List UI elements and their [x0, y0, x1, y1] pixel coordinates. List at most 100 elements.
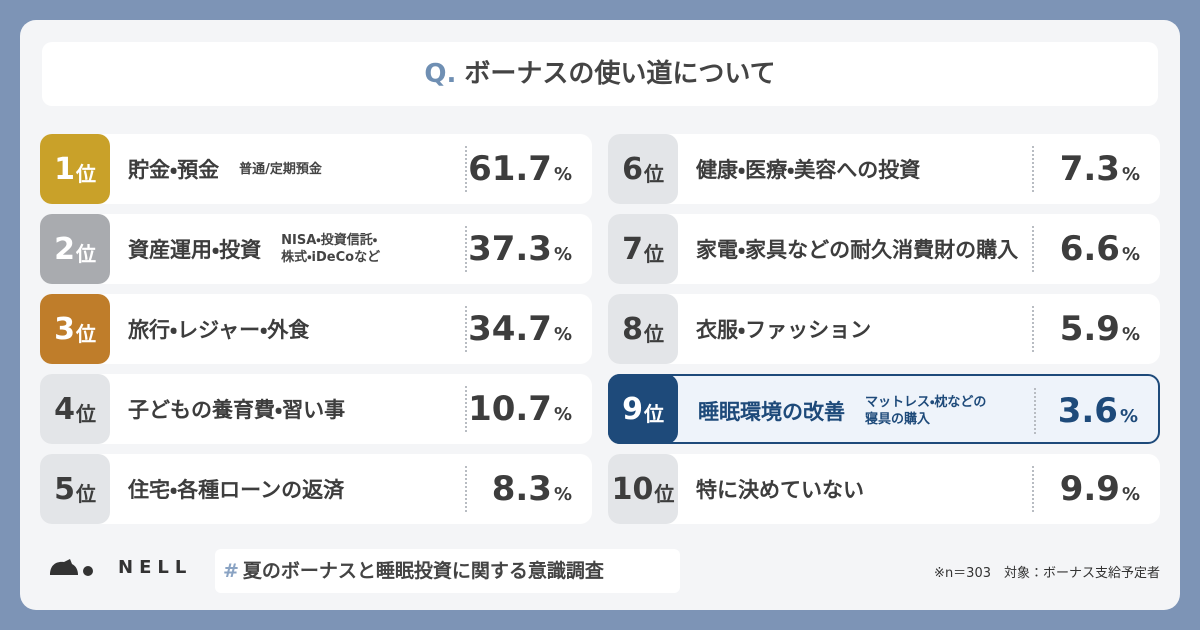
value-unit: % [1121, 163, 1140, 185]
brand: NELL [48, 555, 192, 579]
value-unit: % [553, 403, 572, 425]
value-number: 37.3 [468, 229, 552, 269]
divider [1034, 388, 1036, 434]
item-label: 子どもの養育費・習い事 [128, 374, 345, 444]
note-line: 寝具の購入 [865, 412, 931, 427]
divider [465, 386, 467, 432]
label-text: 家電・家具などの耐久消費財の購入 [696, 238, 1019, 262]
item-label: 健康・医療・美容への投資 [696, 134, 920, 204]
item-value: 6.6% [1060, 214, 1140, 284]
label-text: 貯金・預金 [128, 158, 220, 182]
rank-number: 3 [54, 311, 75, 347]
value-number: 34.7 [468, 309, 552, 349]
label-text: 特に決めていない [696, 478, 864, 502]
divider [465, 466, 467, 512]
label-text: 子どもの養育費・習い事 [128, 398, 346, 422]
item-value: 7.3% [1060, 134, 1140, 204]
divider [465, 226, 467, 272]
note-line: NISA・投資信託・ [281, 233, 378, 248]
title-prefix: Q. [424, 59, 457, 89]
title-bar: Q. ボーナスの使い道について [42, 42, 1158, 106]
item-label: 旅行・レジャー・外食 [128, 294, 309, 364]
item-value: 9.9% [1060, 454, 1140, 524]
value-unit: % [1121, 483, 1140, 505]
rank-suffix: 位 [75, 401, 96, 426]
rank-suffix: 位 [643, 401, 664, 426]
item-note: マットレス・枕などの 寝具の購入 [865, 394, 986, 428]
rank-number: 10 [611, 471, 654, 507]
ranking-row: 3 位旅行・レジャー・外食 34.7% [40, 294, 592, 364]
label-text: 旅行・レジャー・外食 [128, 318, 310, 342]
divider [465, 306, 467, 352]
ranking-row: 2 位資産運用・投資 NISA・投資信託・ 株式・iDeCoなど 37.3% [40, 214, 592, 284]
hashtag-mark: # [223, 560, 239, 582]
value-unit: % [553, 323, 572, 345]
item-label: 住宅・各種ローンの返済 [128, 454, 344, 524]
ranking-row: 4 位子どもの養育費・習い事 10.7% [40, 374, 592, 444]
value-number: 3.6 [1057, 391, 1118, 431]
rank-suffix: 位 [643, 241, 664, 266]
ranking-row: 1 位 貯金・預金 普通/定期預金 61.7% [40, 134, 592, 204]
value-unit: % [1121, 323, 1140, 345]
ranking-row: 9 位睡眠環境の改善 マットレス・枕などの 寝具の購入 3.6% [608, 374, 1160, 444]
item-label: 睡眠環境の改善 マットレス・枕などの 寝具の購入 [698, 376, 986, 446]
rank-number: 6 [622, 151, 643, 187]
divider [465, 146, 467, 192]
rank-number: 9 [622, 391, 643, 427]
ranking-row: 6 位健康・医療・美容への投資 7.3% [608, 134, 1160, 204]
rank-suffix: 位 [75, 321, 96, 346]
item-value: 61.7% [468, 134, 572, 204]
value-unit: % [553, 483, 572, 505]
item-label: 資産運用・投資 NISA・投資信託・ 株式・iDeCoなど [128, 214, 380, 284]
item-value: 5.9% [1060, 294, 1140, 364]
value-unit: % [1119, 405, 1138, 427]
note-line: マットレス・枕などの [865, 395, 987, 410]
value-number: 61.7 [468, 149, 552, 189]
title: ボーナスの使い道について [464, 59, 776, 89]
divider [1032, 306, 1034, 352]
rank-suffix: 位 [643, 321, 664, 346]
item-value: 10.7% [468, 374, 572, 444]
value-number: 6.6 [1059, 229, 1120, 269]
rank-number: 7 [622, 231, 643, 267]
value-unit: % [553, 243, 572, 265]
rank-badge: 10 位 [608, 454, 678, 524]
note-line: 株式・iDeCoなど [281, 250, 381, 265]
ranking-row: 10 位特に決めていない 9.9% [608, 454, 1160, 524]
rank-suffix: 位 [75, 481, 96, 506]
value-number: 7.3 [1059, 149, 1120, 189]
item-value: 8.3% [492, 454, 572, 524]
value-number: 9.9 [1059, 469, 1120, 509]
rank-suffix: 位 [75, 161, 96, 186]
item-note: 普通/定期預金 [239, 161, 322, 178]
item-label: 特に決めていない [696, 454, 864, 524]
rank-suffix: 位 [75, 241, 96, 266]
divider [1032, 226, 1034, 272]
brand-name: NELL [118, 556, 193, 578]
value-number: 8.3 [491, 469, 552, 509]
item-value: 3.6% [1058, 376, 1138, 446]
item-value: 34.7% [468, 294, 572, 364]
item-note: NISA・投資信託・ 株式・iDeCoなど [281, 232, 380, 266]
ranking-row: 8 位衣服・ファッション 5.9% [608, 294, 1160, 364]
item-value: 37.3% [468, 214, 572, 284]
rank-number: 1 [54, 151, 75, 187]
rank-number: 8 [622, 311, 643, 347]
rank-suffix: 位 [654, 481, 675, 506]
item-label: 貯金・預金 普通/定期預金 [128, 134, 322, 204]
value-number: 5.9 [1059, 309, 1120, 349]
note-line: 普通/定期預金 [239, 161, 322, 177]
divider [1032, 146, 1034, 192]
ranking-row: 7 位家電・家具などの耐久消費財の購入 6.6% [608, 214, 1160, 284]
label-text: 睡眠環境の改善 [698, 400, 845, 424]
footnote: ※n＝303 対象：ボーナス支給予定者 [934, 566, 1160, 581]
logo [50, 559, 93, 576]
item-label: 家電・家具などの耐久消費財の購入 [696, 214, 1018, 284]
rank-suffix: 位 [643, 161, 664, 186]
